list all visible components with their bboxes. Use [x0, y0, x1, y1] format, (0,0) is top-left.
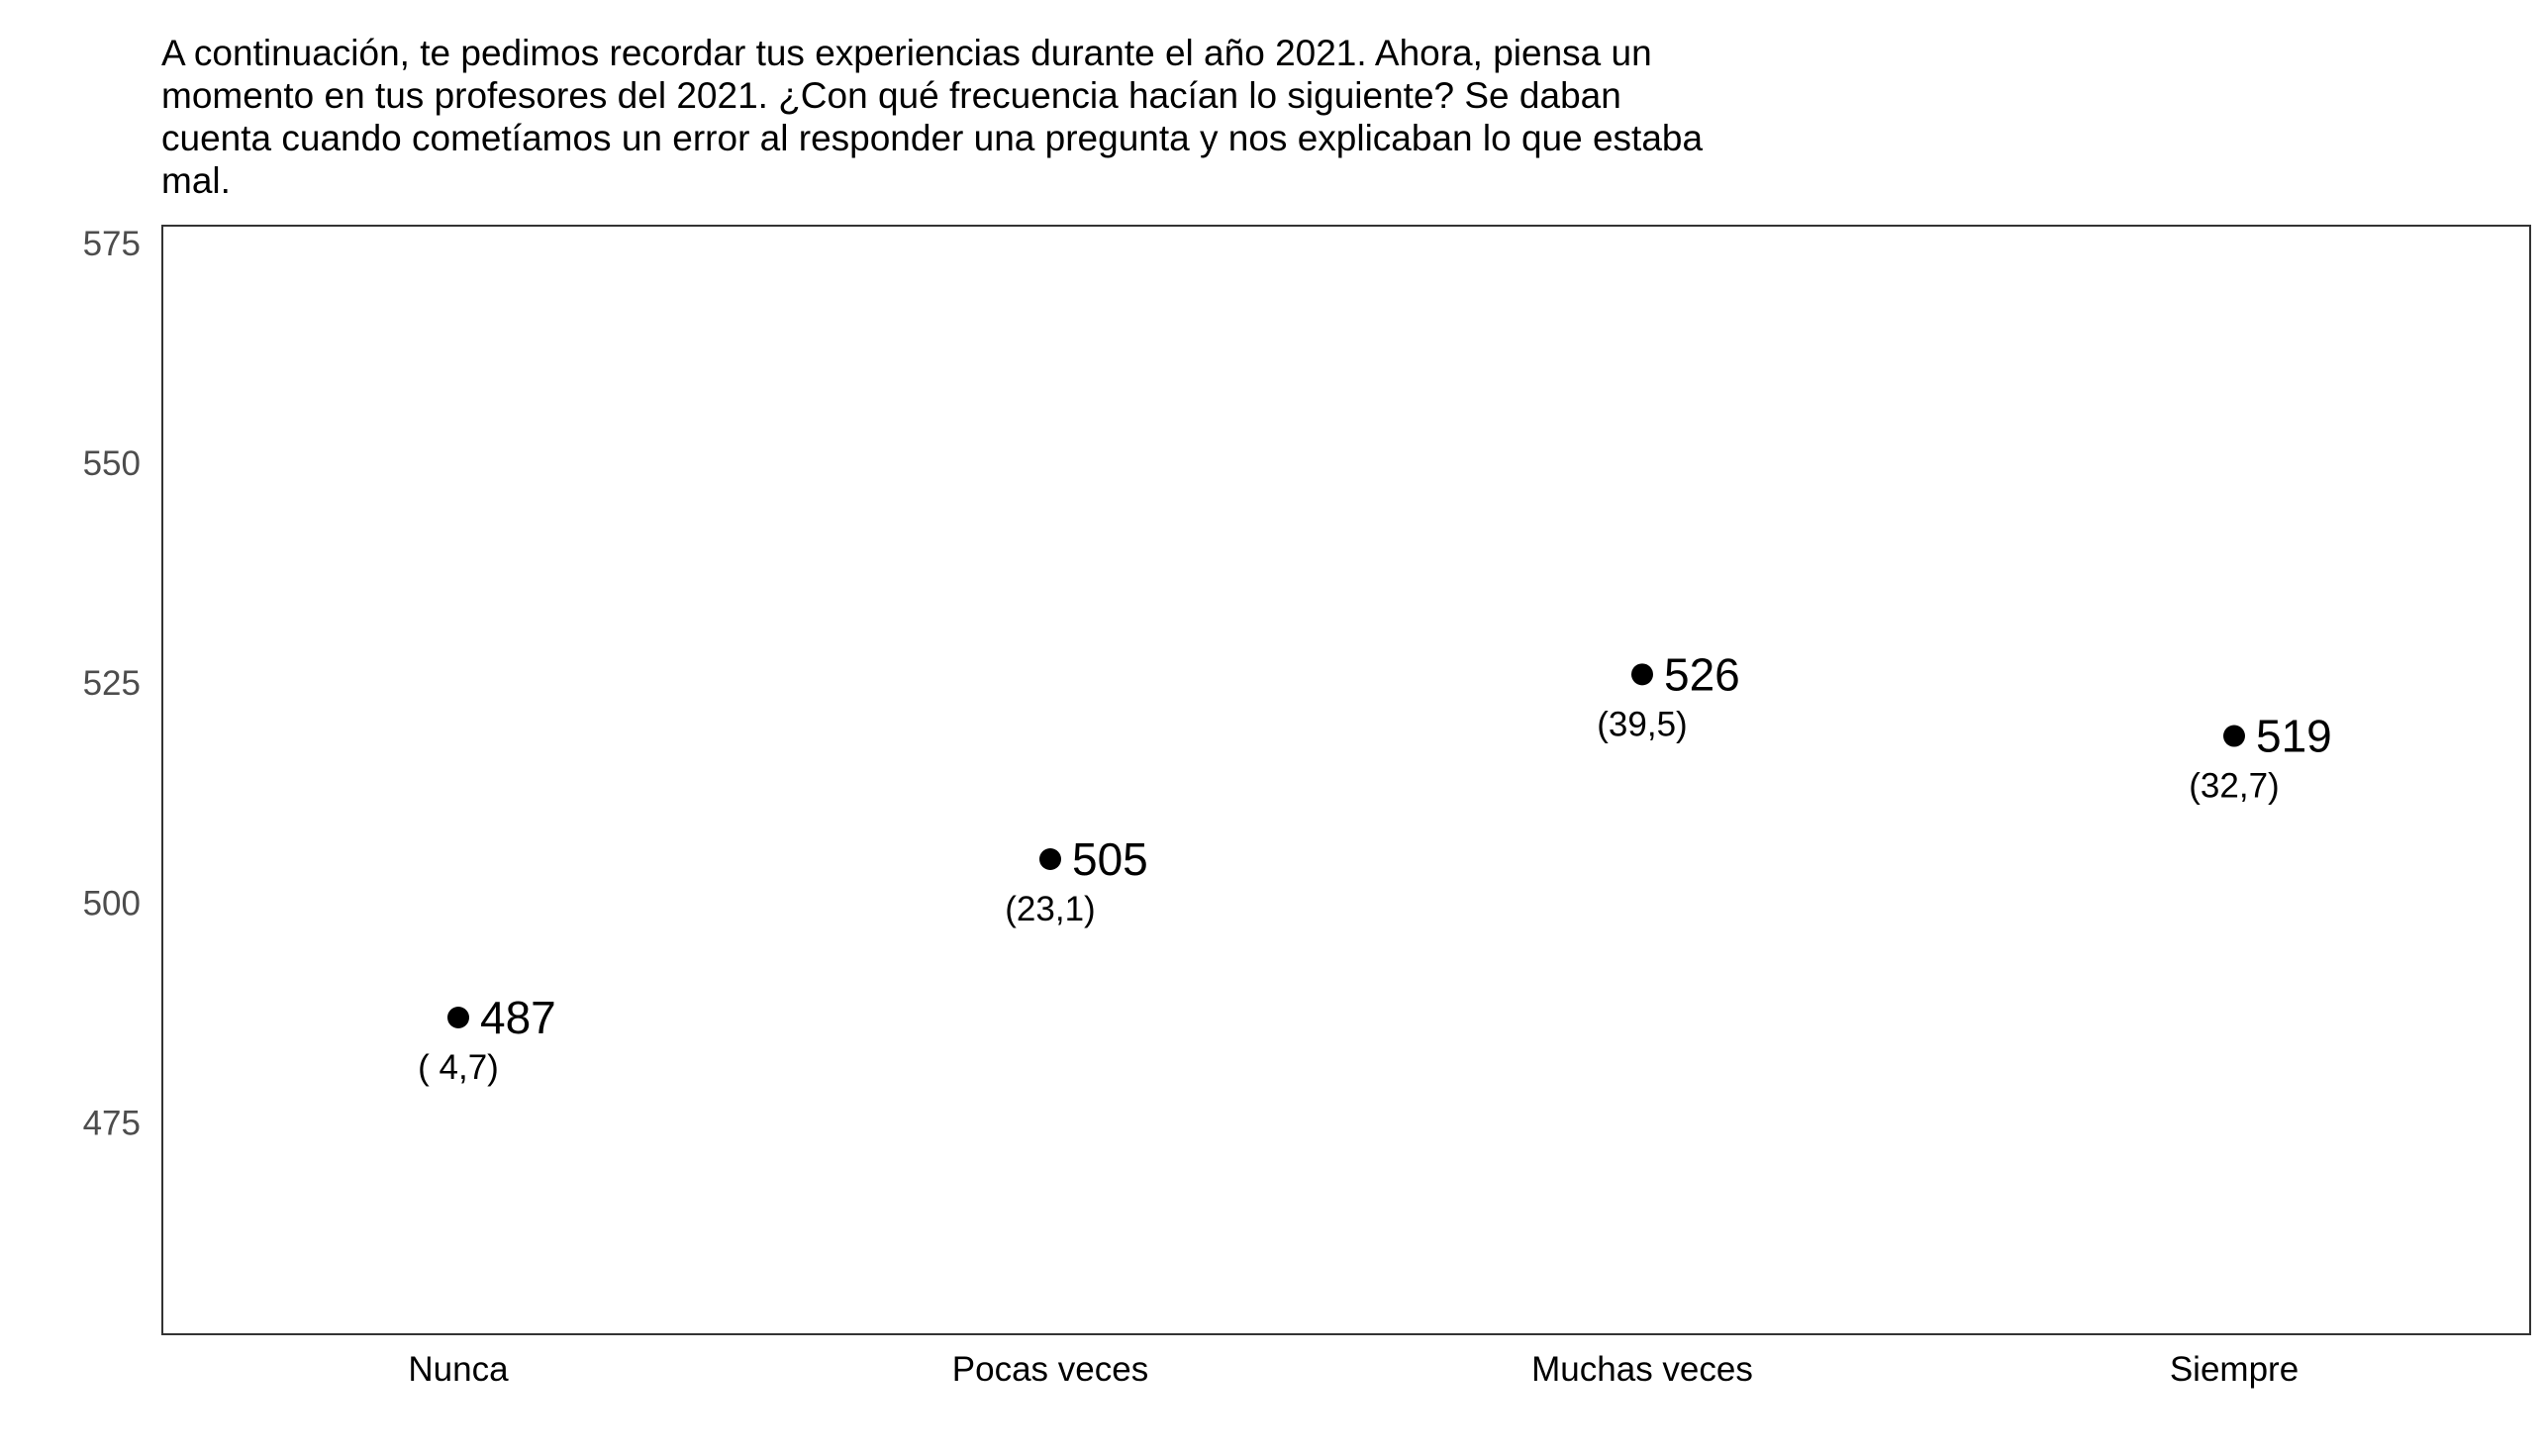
data-points: 487 ( 4,7) 505 (23,1) 526 (39,5) 519 (32,7)	[418, 648, 2332, 1087]
data-point	[2223, 725, 2245, 747]
x-tick-label: Pocas veces	[952, 1350, 1148, 1389]
x-tick-label: Nunca	[408, 1350, 509, 1389]
data-point	[1039, 848, 1061, 870]
data-value-label: 526	[1664, 648, 1740, 700]
y-tick-label: 500	[83, 884, 141, 922]
data-point	[1631, 663, 1653, 686]
chart-title: A continuación, te pedimos recordar tus …	[161, 33, 1704, 201]
y-axis: 475 500 525 550 575	[83, 225, 141, 1143]
y-tick-label: 475	[83, 1105, 141, 1143]
data-value-label: 519	[2256, 711, 2332, 762]
data-point	[447, 1007, 469, 1028]
y-tick-label: 550	[83, 444, 141, 483]
data-se-label: (39,5)	[1597, 705, 1687, 743]
x-axis: Nunca Pocas veces Muchas veces Siempre	[408, 1350, 2299, 1389]
data-value-label: 487	[480, 992, 556, 1043]
y-tick-label: 525	[83, 664, 141, 703]
data-value-label: 505	[1072, 833, 1148, 885]
plot-panel-border	[161, 225, 2531, 1335]
data-se-label: ( 4,7)	[418, 1048, 499, 1087]
data-se-label: (32,7)	[2189, 767, 2279, 806]
data-se-label: (23,1)	[1005, 890, 1095, 928]
x-tick-label: Muchas veces	[1531, 1350, 1753, 1389]
y-tick-label: 575	[83, 225, 141, 263]
x-tick-label: Siempre	[2170, 1350, 2299, 1389]
